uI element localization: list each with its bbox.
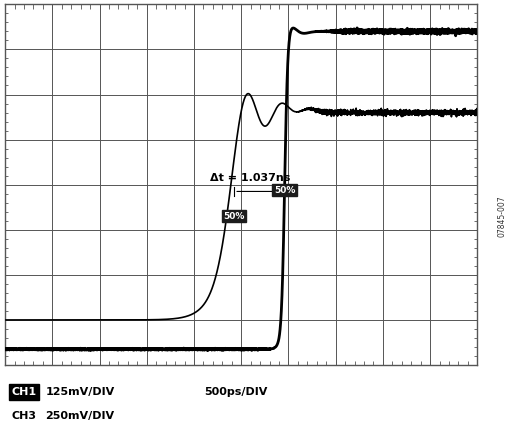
Text: 50%: 50% [223, 212, 245, 221]
Text: 125mV/DIV: 125mV/DIV [45, 387, 115, 397]
Text: CH1: CH1 [11, 387, 37, 397]
Text: Δt = 1.037ns: Δt = 1.037ns [210, 173, 290, 183]
Text: 07845-007: 07845-007 [497, 195, 506, 237]
Text: 250mV/DIV: 250mV/DIV [45, 410, 115, 421]
Text: CH3: CH3 [11, 410, 36, 421]
Text: 500ps/DIV: 500ps/DIV [204, 387, 267, 397]
Text: 50%: 50% [274, 186, 295, 195]
